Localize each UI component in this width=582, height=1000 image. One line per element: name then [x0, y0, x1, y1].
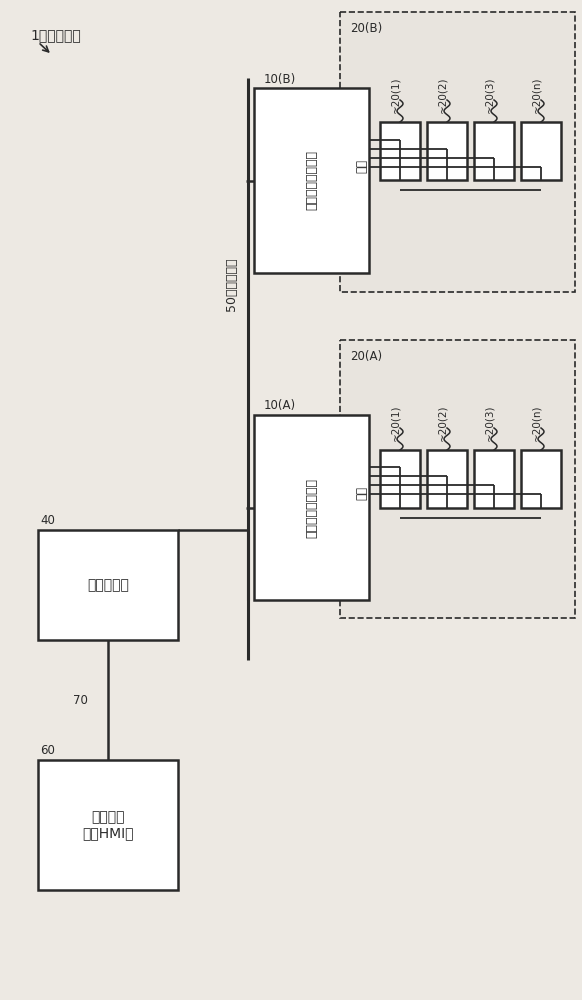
Bar — [521, 122, 561, 180]
Text: 1：控制系统: 1：控制系统 — [30, 28, 81, 42]
Text: ~20(n): ~20(n) — [531, 405, 541, 441]
Text: 设备: 设备 — [356, 159, 368, 173]
Text: ~20(1): ~20(1) — [390, 77, 400, 113]
Text: 70: 70 — [73, 694, 88, 706]
Bar — [474, 122, 514, 180]
Text: 支持工具
（或HMI）: 支持工具 （或HMI） — [82, 810, 134, 840]
Text: 40: 40 — [40, 514, 55, 528]
Bar — [38, 760, 178, 890]
Bar — [254, 415, 369, 600]
Text: ~20(n): ~20(n) — [531, 77, 541, 113]
Bar — [427, 122, 467, 180]
Text: 10(B): 10(B) — [264, 73, 296, 86]
Text: ~20(1): ~20(1) — [390, 405, 400, 441]
Bar — [380, 122, 420, 180]
Bar — [340, 12, 575, 292]
Text: 设备通信管理单元: 设备通信管理单元 — [305, 478, 318, 538]
Bar — [254, 88, 369, 273]
Bar — [521, 450, 561, 508]
Bar — [427, 450, 467, 508]
Text: 10(A): 10(A) — [264, 399, 296, 412]
Text: 60: 60 — [40, 744, 55, 758]
Text: ~20(3): ~20(3) — [484, 405, 494, 441]
Text: ~20(3): ~20(3) — [484, 77, 494, 113]
Text: ~20(2): ~20(2) — [437, 405, 447, 441]
Bar — [380, 450, 420, 508]
Text: 设备: 设备 — [356, 486, 368, 500]
Bar — [340, 340, 575, 618]
Text: 50：现场网络: 50：现场网络 — [225, 258, 239, 311]
Text: 设备通信管理单元: 设备通信管理单元 — [305, 150, 318, 211]
Text: 上位控制器: 上位控制器 — [87, 578, 129, 592]
Bar — [38, 530, 178, 640]
Bar — [474, 450, 514, 508]
Text: 20(A): 20(A) — [350, 350, 382, 363]
Text: ~20(2): ~20(2) — [437, 77, 447, 113]
Text: 20(B): 20(B) — [350, 22, 382, 35]
